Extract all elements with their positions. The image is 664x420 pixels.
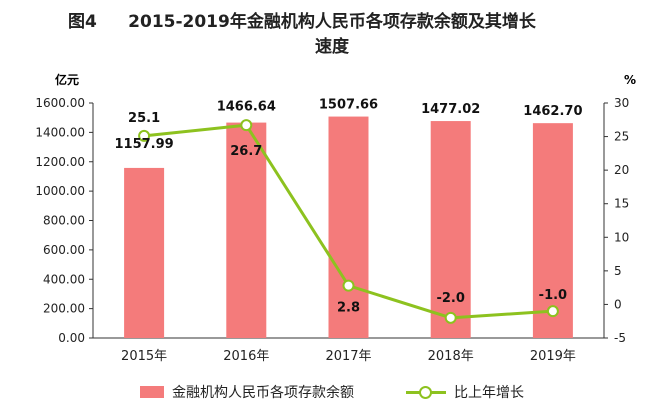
legend: 金融机构人民币各项存款余额 比上年增长: [0, 380, 664, 404]
growth-value-label: 25.1: [128, 111, 160, 126]
chart-title-line2: 速度: [315, 37, 349, 57]
left-tick-label: 0.00: [58, 331, 85, 345]
x-tick-label: 2016年: [223, 349, 269, 364]
growth-value-label: -1.0: [539, 288, 567, 303]
bar-value-label: 1462.70: [523, 104, 582, 119]
bar-2015年: [124, 167, 165, 338]
chart-title-line1: 2015-2019年金融机构人民币各项存款余额及其增长: [128, 12, 536, 32]
right-tick-label: 30: [614, 96, 629, 110]
x-tick-label: 2015年: [121, 349, 167, 364]
bar-2017年: [328, 116, 369, 338]
growth-value-label: 26.7: [230, 144, 262, 159]
left-tick-label: 200.00: [43, 302, 85, 316]
bar-value-label: 1477.02: [421, 102, 480, 117]
growth-point-2019年: [546, 305, 559, 318]
legend-bar-swatch: [140, 386, 164, 398]
growth-point-2018年: [444, 311, 457, 324]
right-tick-label: 5: [614, 264, 622, 278]
left-tick-label: 1200.00: [35, 155, 85, 169]
left-tick-label: 800.00: [43, 214, 85, 228]
x-tick-label: 2019年: [530, 349, 576, 364]
growth-point-2015年: [138, 129, 151, 142]
bar-value-label: 1466.64: [217, 100, 276, 115]
growth-point-2016年: [240, 119, 253, 132]
chart-title: 图4 2015-2019年金融机构人民币各项存款余额及其增长 速度: [0, 10, 664, 60]
left-tick-label: 1600.00: [35, 96, 85, 110]
right-tick-label: 15: [614, 197, 629, 211]
combo-chart: 亿元 % 0.00 200.00 400.00 600.00 800.00 1000.00 12…: [35, 72, 636, 364]
legend-item-balance: 金融机构人民币各项存款余额: [140, 382, 354, 402]
bar-value-label: 1507.66: [319, 98, 378, 113]
left-tick-label: 400.00: [43, 272, 85, 286]
right-tick-label: 0: [614, 297, 622, 311]
x-tick-label: 2017年: [325, 349, 371, 364]
legend-item-growth: 比上年增长: [406, 382, 524, 402]
bar-2018年: [430, 121, 471, 339]
right-tick-label: -5: [614, 331, 626, 345]
right-axis-unit: %: [624, 73, 636, 87]
growth-value-label: -2.0: [436, 291, 464, 306]
right-tick-label: 20: [614, 163, 629, 177]
legend-label-balance: 金融机构人民币各项存款余额: [172, 385, 354, 401]
left-tick-label: 1400.00: [35, 125, 85, 139]
legend-label-growth: 比上年增长: [454, 385, 524, 401]
right-tick-label: 25: [614, 130, 629, 144]
growth-value-label: 2.8: [337, 301, 360, 316]
left-axis-unit: 亿元: [55, 72, 79, 87]
left-tick-label: 1000.00: [35, 184, 85, 198]
right-tick-label: 10: [614, 230, 629, 244]
x-tick-label: 2018年: [428, 349, 474, 364]
bar-value-label: 1157.99: [114, 137, 173, 152]
bar-2016年: [226, 122, 267, 338]
bar-2019年: [532, 123, 573, 338]
figure-label: 图4: [68, 12, 97, 32]
legend-line-marker: [406, 385, 446, 399]
growth-point-2017年: [342, 279, 355, 292]
left-tick-label: 600.00: [43, 243, 85, 257]
